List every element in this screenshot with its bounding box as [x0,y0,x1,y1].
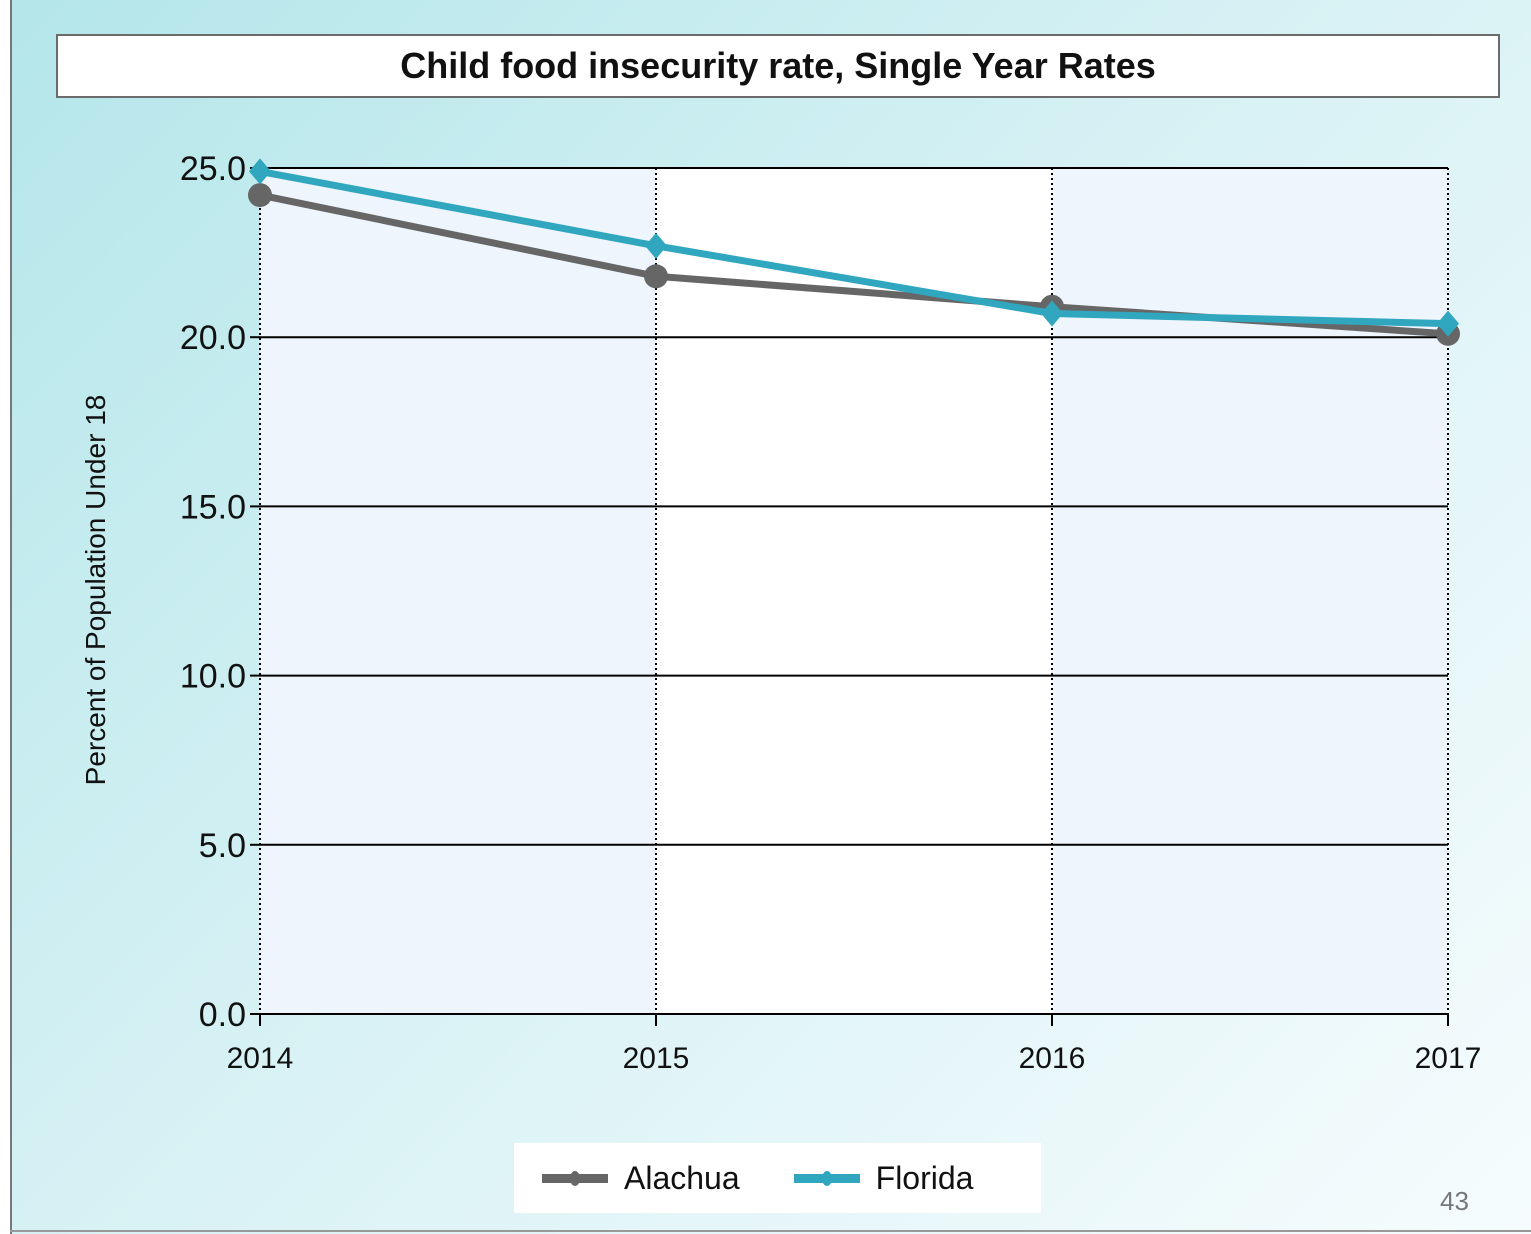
series-line-florida [259,167,1449,328]
legend-label-alachua: Alachua [624,1159,740,1196]
frame-border-left [10,0,12,1234]
data-point-florida [645,232,667,259]
legend-swatch-florida [793,1170,860,1186]
y-tick-label: 20.0 [180,319,246,357]
y-tick-label: 10.0 [180,658,246,696]
page-number: 43 [1440,1186,1469,1216]
legend: Alachua Florida [514,1143,1041,1213]
data-point-florida [249,158,271,185]
grid-lines [259,167,1449,1015]
chart-title: Child food insecurity rate, Single Year … [56,34,1500,98]
series-lines [248,158,1460,346]
axes: 0.0 5.0 10.0 15.0 20.0 25.0 2014 2015 2016 2017 [180,150,1482,1075]
x-tick-label: 2017 [1415,1042,1482,1075]
y-tick-label: 0.0 [199,996,246,1034]
legend-item-alachua: Alachua [542,1160,740,1197]
plot-band [1052,168,1448,1014]
x-tick-label: 2016 [1019,1042,1086,1075]
legend-label-florida: Florida [875,1159,974,1196]
data-point-alachua [644,264,668,289]
plot-band [656,168,1052,1014]
legend-swatch-alachua [542,1170,608,1186]
y-tick-label: 25.0 [180,150,246,188]
plot-band [260,168,656,1014]
frame-border-bottom [10,1230,1531,1232]
y-axis-label: Percent of Population Under 18 [80,394,111,786]
legend-item-florida: Florida [793,1159,974,1197]
x-tick-label: 2015 [623,1042,690,1075]
x-tick-label: 2014 [227,1042,294,1075]
data-point-florida [1041,300,1063,327]
y-tick-label: 15.0 [180,488,246,526]
data-point-florida [1437,310,1459,337]
plot-bands [260,168,1448,1014]
data-point-alachua [248,183,272,208]
y-tick-label: 5.0 [199,827,246,865]
